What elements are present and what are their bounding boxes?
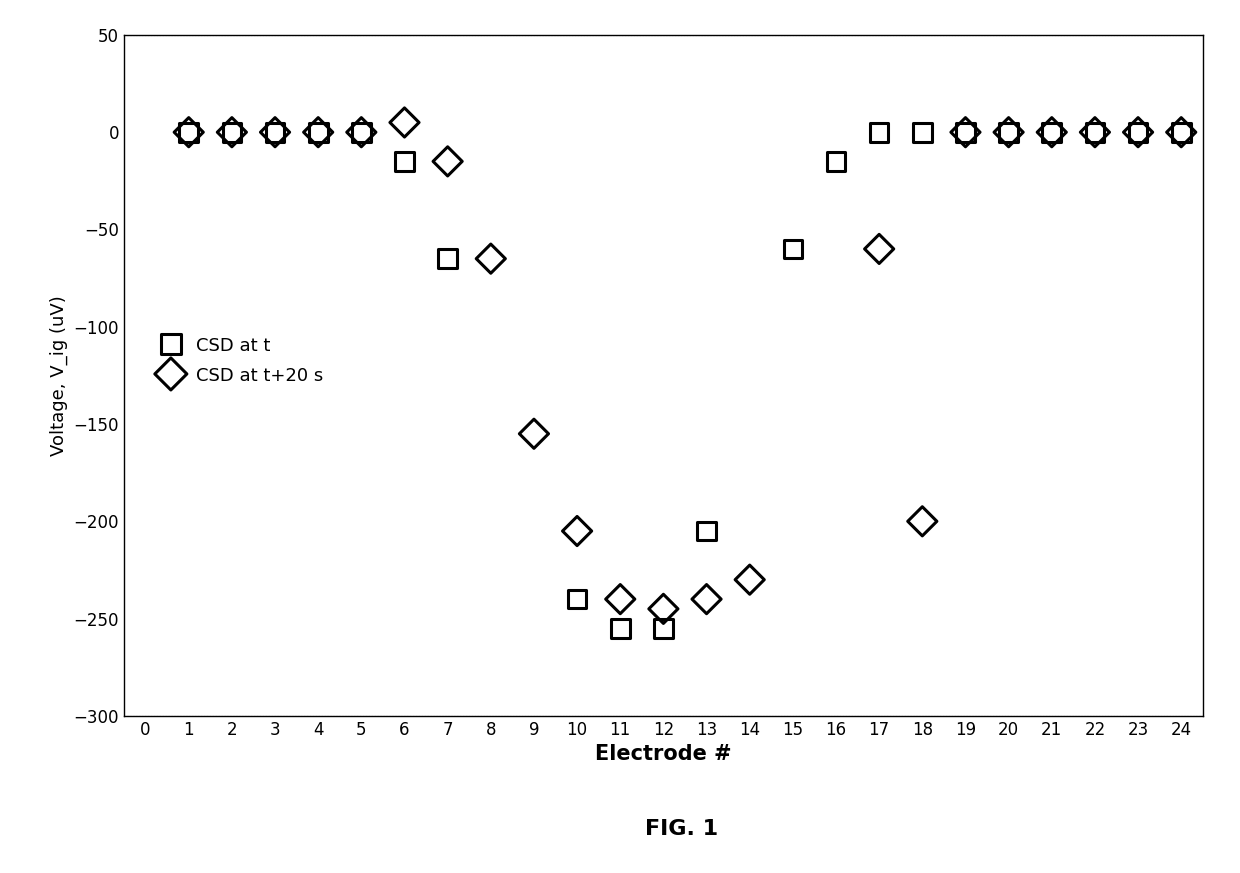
CSD at t+20 s — [309, 125, 329, 139]
CSD at t+20 s — [998, 125, 1018, 139]
CSD at t — [438, 251, 458, 265]
CSD at t — [610, 622, 630, 636]
CSD at t — [1172, 125, 1192, 139]
CSD at t+20 s — [179, 125, 198, 139]
CSD at t — [1128, 125, 1148, 139]
CSD at t+20 s — [913, 514, 932, 528]
CSD at t+20 s — [394, 115, 414, 129]
CSD at t+20 s — [697, 592, 717, 606]
CSD at t+20 s — [481, 251, 501, 265]
CSD at t+20 s — [956, 125, 976, 139]
CSD at t — [956, 125, 976, 139]
CSD at t+20 s — [351, 125, 371, 139]
CSD at t — [567, 592, 587, 606]
CSD at t+20 s — [653, 601, 673, 615]
CSD at t+20 s — [525, 427, 544, 441]
CSD at t+20 s — [1128, 125, 1148, 139]
CSD at t — [179, 125, 198, 139]
Text: FIG. 1: FIG. 1 — [646, 820, 718, 839]
CSD at t — [309, 125, 329, 139]
CSD at t — [1085, 125, 1105, 139]
CSD at t+20 s — [1042, 125, 1061, 139]
CSD at t+20 s — [265, 125, 285, 139]
CSD at t — [265, 125, 285, 139]
CSD at t+20 s — [610, 592, 630, 606]
CSD at t — [998, 125, 1018, 139]
CSD at t — [222, 125, 242, 139]
CSD at t — [869, 125, 889, 139]
CSD at t — [913, 125, 932, 139]
CSD at t — [826, 155, 846, 168]
CSD at t — [1042, 125, 1061, 139]
CSD at t+20 s — [438, 155, 458, 168]
CSD at t — [782, 242, 802, 256]
CSD at t+20 s — [222, 125, 242, 139]
CSD at t+20 s — [740, 573, 760, 587]
CSD at t — [394, 155, 414, 168]
CSD at t+20 s — [1172, 125, 1192, 139]
Y-axis label: Voltage, V_ig (uV): Voltage, V_ig (uV) — [50, 295, 68, 456]
CSD at t+20 s — [567, 524, 587, 538]
CSD at t+20 s — [869, 242, 889, 256]
Legend: CSD at t, CSD at t+20 s: CSD at t, CSD at t+20 s — [155, 330, 329, 390]
CSD at t — [351, 125, 371, 139]
CSD at t — [697, 524, 717, 538]
CSD at t — [653, 622, 673, 636]
CSD at t+20 s — [1085, 125, 1105, 139]
X-axis label: Electrode #: Electrode # — [595, 745, 732, 764]
